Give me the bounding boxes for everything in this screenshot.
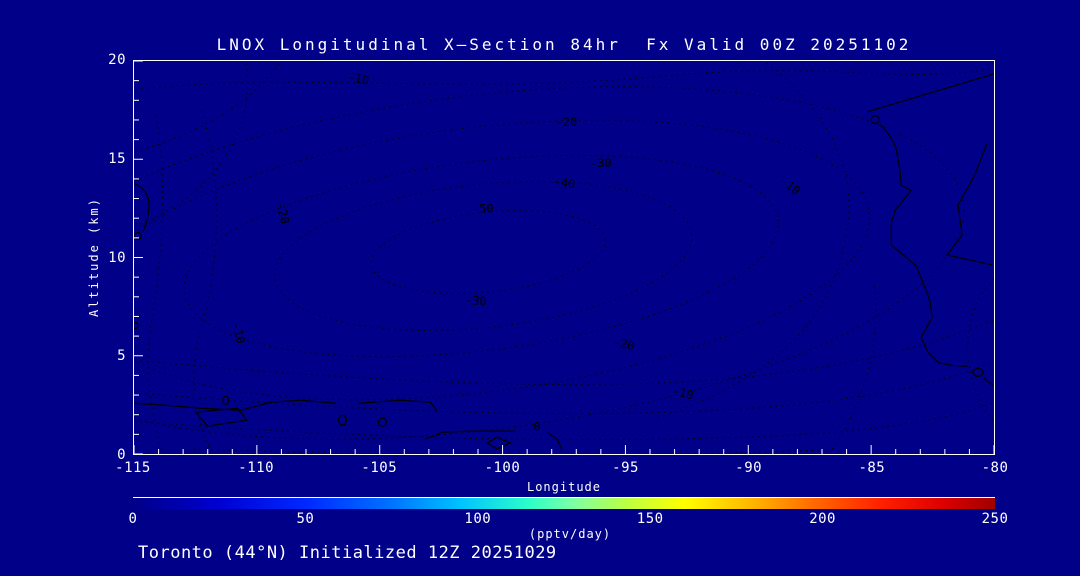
contour-label: -20 [556,115,578,129]
contour-label: -10 [229,321,248,345]
x-tick-label: -110 [238,460,274,476]
axis-ticks [134,61,994,454]
colorbar [133,497,995,509]
x-tick-label: -85 [858,460,886,476]
init-annotation: Toronto (44°N) Initialized 12Z 20251029 [138,543,557,563]
colorbar-units: (pptv/day) [528,527,612,541]
contour-label: -20 [273,201,292,225]
y-tick-label: 15 [108,150,126,167]
contour-label: -40 [553,174,576,191]
contour-label: -10 [346,70,370,88]
colorbar-tick-label: 50 [296,511,315,527]
x-tick-label: -105 [361,460,398,476]
x-tick-label: -95 [612,460,639,476]
contour-field-svg: -10 -20 -30 -40 -50 -20 -10 -30 -20 -10 -10 0 [134,61,994,454]
contour-label: -20 [612,335,636,353]
negative-contours [134,61,994,454]
x-tick-label: -100 [484,460,521,476]
contour-label: 0 [533,419,540,433]
plot-area: -10 -20 -30 -40 -50 -20 -10 -30 -20 -10 -10 0 [133,60,995,455]
x-tick-label: -115 [115,460,151,476]
contour-label: -50 [472,201,494,215]
colorbar-tick-label: 200 [809,511,836,527]
contour-label: -30 [465,293,488,309]
contour-label: -10 [777,173,803,198]
x-tick-label: -80 [981,460,1009,476]
x-tick-label: -90 [735,460,763,476]
y-tick-label: 0 [117,447,126,463]
y-tick-label: 20 [108,52,126,68]
y-tick-label: 5 [117,348,126,365]
zero-contours [134,73,994,451]
contour-label: -30 [590,156,612,170]
y-tick-label: 10 [108,249,126,266]
contour-labels: -10 -20 -30 -40 -50 -20 -10 -30 -20 -10 -10 0 [229,70,803,434]
colorbar-tick-label: 100 [464,511,492,527]
chart-title: LNOX Longitudinal X–Section 84hr Fx Vali… [216,35,912,54]
contour-label: -10 [671,384,695,403]
colorbar-tick-label: 150 [636,511,664,527]
x-axis-title: Longitude [526,480,602,494]
colorbar-tick-label: 0 [128,511,138,527]
colorbar-tick-label: 250 [981,511,1009,527]
